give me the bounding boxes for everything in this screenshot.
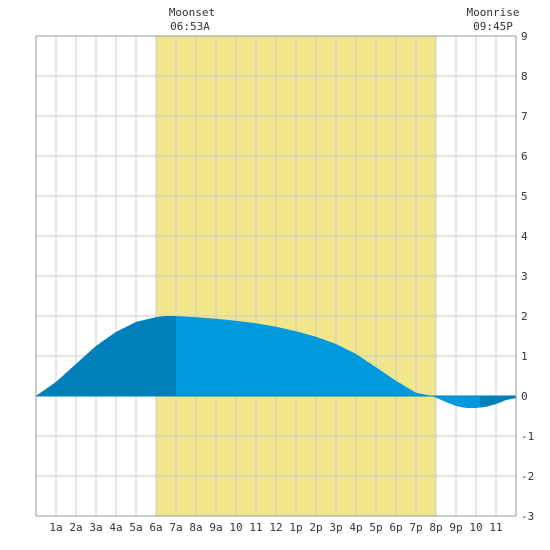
y-tick-label: 4: [521, 230, 528, 243]
x-tick-label: 8a: [189, 521, 202, 534]
y-tick-label: 2: [521, 310, 528, 323]
y-tick-label: 6: [521, 150, 528, 163]
x-tick-label: 11: [489, 521, 502, 534]
x-tick-label: 3a: [89, 521, 102, 534]
x-tick-label: 7p: [409, 521, 422, 534]
moonset-time: 06:53A: [170, 20, 210, 33]
grid: [35, 35, 517, 517]
y-axis-labels: 9 8 7 6 5 4 3 2 1 0 -1 -2 -3: [521, 30, 534, 523]
x-tick-label: 9p: [449, 521, 462, 534]
y-tick-label: 8: [521, 70, 528, 83]
y-tick-label: 7: [521, 110, 528, 123]
x-tick-label: 1p: [289, 521, 302, 534]
y-tick-label: 0: [521, 390, 528, 403]
y-tick-label: 1: [521, 350, 528, 363]
x-tick-label: 1a: [49, 521, 62, 534]
y-tick-label: -3: [521, 510, 534, 523]
x-tick-label: 2a: [69, 521, 82, 534]
x-tick-label: 6a: [149, 521, 162, 534]
moonset-label: Moonset: [169, 6, 215, 19]
x-tick-label: 10: [469, 521, 482, 534]
moonrise-time: 09:45P: [473, 20, 513, 33]
x-tick-label: 12: [269, 521, 282, 534]
y-tick-label: -1: [521, 430, 534, 443]
x-tick-label: 10: [229, 521, 242, 534]
moonrise-label: Moonrise: [467, 6, 520, 19]
y-tick-label: 9: [521, 30, 528, 43]
x-tick-label: 3p: [329, 521, 342, 534]
x-tick-label: 2p: [309, 521, 322, 534]
x-axis-labels: 1a 2a 3a 4a 5a 6a 7a 8a 9a 10 11 12 1p 2p 3p 4p 5p 6p 7p 8p…: [49, 521, 502, 534]
x-tick-label: 6p: [389, 521, 402, 534]
x-tick-label: 5p: [369, 521, 382, 534]
tide-area-dark: [36, 316, 176, 396]
plot-border: [35, 35, 517, 517]
y-tick-label: -2: [521, 470, 534, 483]
x-tick-label: 9a: [209, 521, 222, 534]
x-tick-label: 7a: [169, 521, 182, 534]
y-tick-label: 3: [521, 270, 528, 283]
y-tick-label: 5: [521, 190, 528, 203]
x-tick-label: 4a: [109, 521, 122, 534]
tide-area: [36, 316, 516, 408]
x-tick-label: 8p: [429, 521, 442, 534]
tide-area-dark: [480, 396, 516, 408]
x-tick-label: 11: [249, 521, 262, 534]
x-tick-label: 4p: [349, 521, 362, 534]
x-tick-label: 5a: [129, 521, 142, 534]
